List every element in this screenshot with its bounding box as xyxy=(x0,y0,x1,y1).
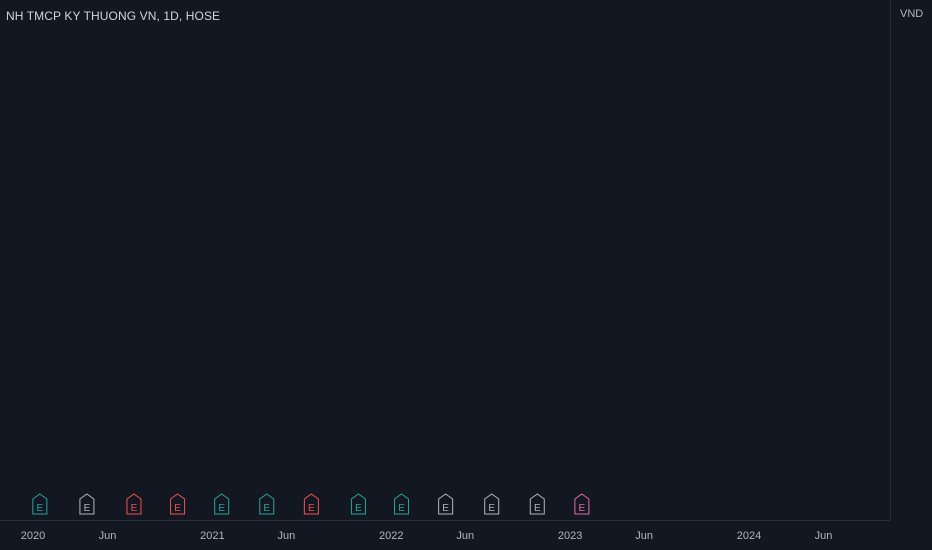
earnings-marker xyxy=(303,493,319,515)
time-tick-label: 2021 xyxy=(200,530,224,542)
earnings-marker xyxy=(259,493,275,515)
earnings-marker-label: E xyxy=(534,503,541,514)
time-tick-label: 2024 xyxy=(737,530,761,542)
earnings-marker-label: E xyxy=(398,503,405,514)
earnings-marker-label: E xyxy=(488,503,495,514)
earnings-marker xyxy=(438,493,454,515)
earnings-marker xyxy=(214,493,230,515)
earnings-marker xyxy=(484,493,500,515)
earnings-marker xyxy=(350,493,366,515)
earnings-marker-label: E xyxy=(37,503,44,514)
earnings-marker xyxy=(394,493,410,515)
earnings-marker-label: E xyxy=(174,503,181,514)
earnings-marker xyxy=(170,493,186,515)
earnings-marker-label: E xyxy=(263,503,270,514)
time-tick-label: Jun xyxy=(635,530,653,542)
earnings-marker-label: E xyxy=(355,503,362,514)
earnings-marker xyxy=(529,493,545,515)
earnings-marker-label: E xyxy=(442,503,449,514)
time-tick-label: 2023 xyxy=(558,530,582,542)
chart-title: NH TMCP KY THUONG VN, 1D, HOSE xyxy=(6,9,221,23)
earnings-marker-label: E xyxy=(308,503,315,514)
earnings-marker xyxy=(126,493,142,515)
time-tick-label: Jun xyxy=(99,530,117,542)
time-tick-label: Jun xyxy=(456,530,474,542)
currency-label: VND xyxy=(900,8,924,20)
earnings-marker xyxy=(574,493,590,515)
earnings-marker xyxy=(79,493,95,515)
time-axis-bg xyxy=(0,520,932,550)
earnings-marker-label: E xyxy=(579,503,586,514)
earnings-marker xyxy=(32,493,48,515)
earnings-marker-label: E xyxy=(218,503,225,514)
time-tick-label: 2022 xyxy=(379,530,403,542)
time-tick-label: Jun xyxy=(815,530,833,542)
time-tick-label: Jun xyxy=(277,530,295,542)
earnings-marker-label: E xyxy=(84,503,91,514)
earnings-marker-label: E xyxy=(131,503,138,514)
time-tick-label: 2020 xyxy=(21,530,45,542)
